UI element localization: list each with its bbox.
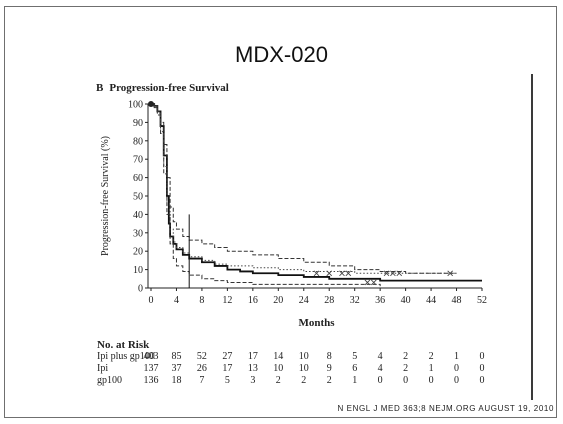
risk-cell: 10 — [298, 363, 309, 374]
risk-cell: 403 — [143, 351, 159, 362]
censor-mark — [339, 270, 345, 277]
risk-cell: 3 — [250, 375, 256, 386]
censor-mark — [383, 270, 390, 277]
risk-cell: 27 — [222, 351, 233, 362]
x-tick-label: 52 — [477, 295, 487, 306]
risk-cell: 17 — [222, 363, 233, 374]
survival-curve-1 — [151, 103, 482, 282]
x-tick-label: 4 — [174, 295, 179, 306]
panel-letter: B — [96, 82, 104, 94]
y-tick-label: 40 — [133, 210, 143, 221]
x-tick-label: 40 — [401, 295, 411, 306]
panel-title: B Progression-free Survival — [96, 82, 229, 94]
censor-mark — [364, 279, 371, 286]
censor-mark — [390, 270, 396, 277]
risk-cell: 0 — [479, 375, 485, 386]
x-axis-label: Months — [298, 317, 335, 329]
y-tick-label: 50 — [133, 192, 143, 203]
y-tick-label: 10 — [133, 265, 143, 276]
risk-cell: 2 — [301, 375, 307, 386]
risk-cell: 7 — [199, 375, 205, 386]
risk-cell: 26 — [196, 363, 207, 374]
risk-cell: 14 — [273, 351, 284, 362]
x-tick-label: 48 — [452, 295, 462, 306]
y-tick-label: 0 — [138, 284, 143, 295]
risk-cell: 1 — [428, 363, 434, 374]
risk-cell: 2 — [275, 375, 281, 386]
risk-row-label: gp100 — [97, 375, 122, 386]
censor-mark — [396, 270, 403, 277]
censor-mark — [326, 270, 333, 277]
risk-cell: 2 — [428, 351, 434, 362]
risk-cell: 9 — [326, 363, 332, 374]
risk-cell: 1 — [454, 351, 460, 362]
risk-cell: 8 — [326, 351, 332, 362]
risk-cell: 0 — [403, 375, 409, 386]
x-tick-label: 36 — [375, 295, 385, 306]
x-tick-label: 8 — [199, 295, 204, 306]
risk-cell: 2 — [403, 351, 409, 362]
risk-cell: 2 — [403, 363, 409, 374]
x-tick-label: 12 — [222, 295, 232, 306]
y-tick-label: 60 — [133, 173, 143, 184]
figure-frame-line — [531, 74, 533, 400]
risk-row-label: Ipi plus gp100 — [97, 351, 155, 362]
curve-start-marker — [148, 101, 154, 107]
risk-cell: 0 — [479, 351, 485, 362]
risk-cell: 136 — [143, 375, 159, 386]
risk-cell: 5 — [352, 351, 358, 362]
x-tick-label: 44 — [426, 295, 436, 306]
y-tick-label: 90 — [133, 118, 143, 129]
risk-cell: 6 — [352, 363, 358, 374]
panel-title-text: Progression-free Survival — [109, 82, 229, 94]
censor-mark — [447, 270, 453, 277]
risk-cell: 0 — [454, 375, 460, 386]
risk-cell: 85 — [171, 351, 182, 362]
risk-cell: 5 — [224, 375, 230, 386]
x-tick-label: 0 — [149, 295, 154, 306]
y-axis-label: Progression-free Survival (%) — [100, 136, 111, 256]
risk-cell: 1 — [352, 375, 358, 386]
y-tick-label: 100 — [128, 100, 143, 111]
risk-row-label: Ipi — [97, 363, 109, 374]
risk-table-header: No. at Risk — [97, 339, 150, 351]
survival-curve-2 — [151, 103, 457, 274]
survival-curve-3 — [151, 103, 381, 287]
risk-cell: 0 — [479, 363, 485, 374]
y-tick-label: 70 — [133, 155, 143, 166]
risk-cell: 2 — [326, 375, 332, 386]
slide-title: MDX-020 — [235, 42, 328, 67]
risk-cell: 52 — [196, 351, 207, 362]
x-tick-label: 24 — [299, 295, 309, 306]
risk-cell: 4 — [377, 363, 383, 374]
risk-cell: 13 — [247, 363, 258, 374]
risk-cell: 17 — [247, 351, 258, 362]
risk-cell: 0 — [377, 375, 383, 386]
risk-cell: 0 — [428, 375, 434, 386]
x-tick-label: 32 — [350, 295, 360, 306]
risk-cell: 18 — [171, 375, 182, 386]
citation: N ENGL J MED 363;8 NEJM.ORG AUGUST 19, 2… — [337, 404, 554, 413]
risk-cell: 37 — [171, 363, 182, 374]
slide-border — [4, 6, 557, 418]
y-tick-label: 80 — [133, 136, 143, 147]
risk-cell: 10 — [298, 351, 309, 362]
censor-mark — [370, 279, 377, 286]
risk-cell: 10 — [273, 363, 284, 374]
risk-cell: 0 — [454, 363, 460, 374]
risk-cell: 4 — [377, 351, 383, 362]
x-tick-label: 28 — [324, 295, 334, 306]
x-tick-label: 16 — [248, 295, 258, 306]
x-tick-label: 20 — [273, 295, 283, 306]
y-tick-label: 20 — [133, 247, 143, 258]
censor-mark — [345, 270, 352, 277]
survival-curve-4 — [151, 103, 457, 274]
censor-mark — [313, 270, 320, 277]
y-tick-label: 30 — [133, 228, 143, 239]
risk-cell: 137 — [143, 363, 159, 374]
